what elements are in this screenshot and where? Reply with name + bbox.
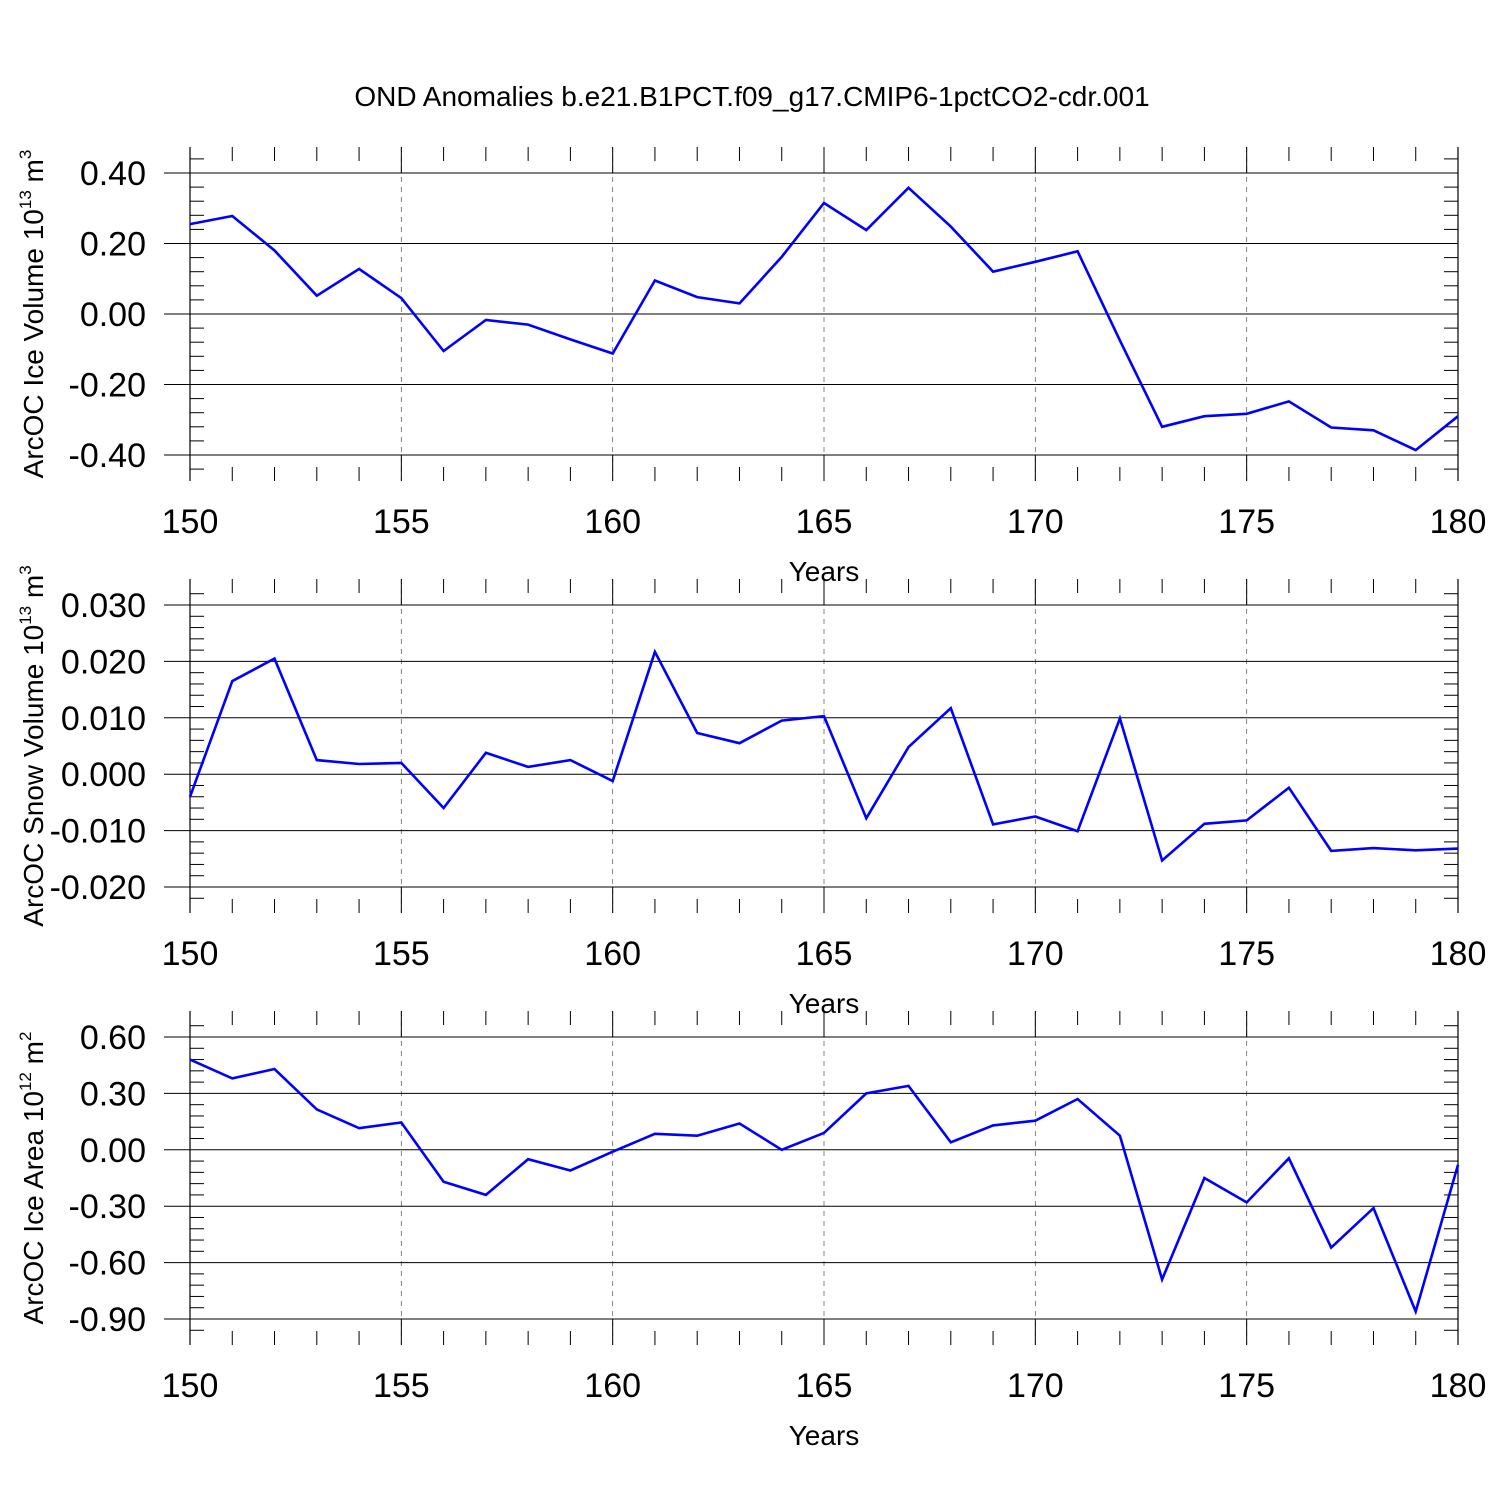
y-tick-label: -0.010	[50, 813, 146, 851]
y-axis-title: ArcOC Ice Area 1012 m2	[16, 1032, 49, 1325]
x-tick-label: 180	[1430, 935, 1487, 973]
main-title: OND Anomalies b.e21.B1PCT.f09_g17.CMIP6-…	[354, 81, 1149, 112]
x-tick-label: 170	[1007, 935, 1064, 973]
y-tick-label: -0.30	[69, 1188, 147, 1226]
y-tick-label: 0.40	[80, 155, 146, 193]
x-tick-label: 180	[1430, 1367, 1487, 1405]
x-tick-label: 170	[1007, 1367, 1064, 1405]
y-tick-label: 0.30	[80, 1075, 146, 1113]
x-tick-label: 175	[1218, 1367, 1275, 1405]
x-tick-label: 155	[373, 935, 430, 973]
panel-snow-volume: -0.020 -0.010 0.000 0.010 0.020 0.030 150 155 16…	[16, 565, 1486, 1019]
x-tick-label: 165	[796, 935, 853, 973]
series-line	[189, 185, 1459, 452]
x-tick-label: 160	[584, 503, 641, 541]
x-tick-label: 180	[1430, 503, 1487, 541]
y-tick-label: 0.030	[61, 587, 146, 625]
x-tick-label: 170	[1007, 503, 1064, 541]
y-tick-label: -0.90	[69, 1301, 147, 1339]
y-tick-label: -0.40	[69, 437, 147, 475]
y-axis-title: ArcOC Snow Volume 1013 m3	[16, 565, 49, 926]
x-tick-label: 155	[373, 503, 430, 541]
y-tick-label: 0.010	[61, 700, 146, 738]
y-tick-label: 0.000	[61, 756, 146, 794]
y-tick-label: 0.020	[61, 643, 146, 681]
x-tick-label: 160	[584, 935, 641, 973]
x-tick-label: 150	[162, 503, 219, 541]
y-tick-label: 0.60	[80, 1019, 146, 1057]
x-tick-label: 155	[373, 1367, 430, 1405]
y-tick-label: 0.00	[80, 296, 146, 334]
x-tick-label: 175	[1218, 935, 1275, 973]
y-axis-title: ArcOC Ice Volume 1013 m3	[16, 150, 49, 479]
x-tick-label: 150	[162, 935, 219, 973]
x-tick-label: 175	[1218, 503, 1275, 541]
series-line	[188, 648, 1459, 863]
panel-ice-volume: -0.40 -0.20 0.00 0.20 0.40 150 155 160 165 170 175…	[16, 147, 1486, 587]
x-axis-title: Years	[789, 1420, 860, 1451]
y-tick-label: 0.00	[80, 1132, 146, 1170]
series-line	[189, 1058, 1460, 1316]
y-tick-label: -0.20	[69, 367, 147, 405]
y-tick-label: -0.020	[50, 869, 146, 907]
x-tick-label: 160	[584, 1367, 641, 1405]
x-tick-label: 165	[796, 1367, 853, 1405]
panel-ice-area: -0.90 -0.60 -0.30 0.00 0.30 0.60 150 155 160 165 1…	[16, 1011, 1486, 1451]
y-tick-label: -0.60	[69, 1245, 147, 1283]
x-tick-label: 150	[162, 1367, 219, 1405]
x-tick-label: 165	[796, 503, 853, 541]
y-tick-label: 0.20	[80, 226, 146, 264]
